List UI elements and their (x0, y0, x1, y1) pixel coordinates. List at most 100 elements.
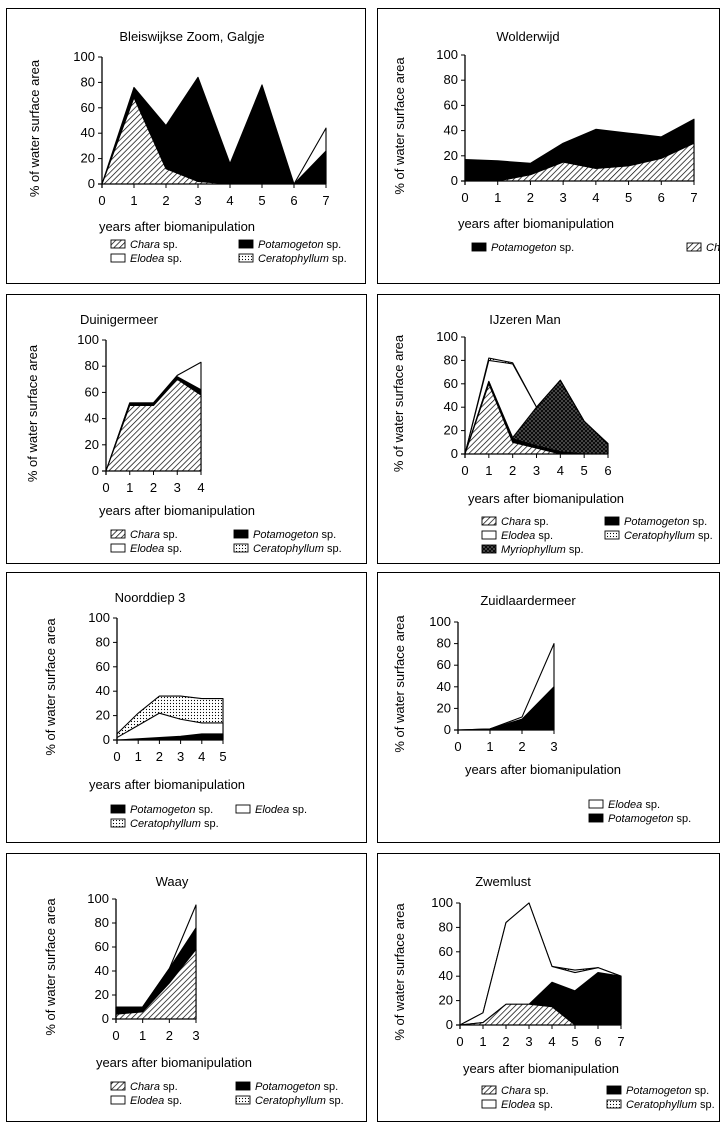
x-tick-label: 5 (571, 1034, 578, 1049)
y-tick-label: 40 (444, 399, 458, 414)
x-tick-label: 2 (150, 480, 157, 495)
x-tick-label: 6 (658, 190, 665, 205)
legend-label: Ceratophyllum sp. (258, 253, 347, 265)
x-tick-label: 4 (226, 193, 233, 208)
area-chara-sp (464, 142, 695, 182)
legend-swatch (481, 544, 497, 554)
legend-swatch (238, 253, 254, 263)
y-tick-label: 60 (81, 100, 95, 115)
y-tick-label: 0 (444, 722, 451, 737)
x-tick-label: 0 (102, 480, 109, 495)
x-tick-label: 5 (219, 749, 226, 764)
y-tick-label: 80 (85, 358, 99, 373)
legend-swatch (481, 530, 497, 540)
x-tick-label: 1 (139, 1028, 146, 1043)
y-tick-label: 80 (96, 634, 110, 649)
legend-item-potamogeton: Potamogeton sp. (471, 242, 574, 254)
y-tick-label: 100 (73, 49, 95, 64)
chart-title: Noorddiep 3 (115, 590, 186, 605)
y-tick-label: 0 (103, 732, 110, 747)
x-tick-label: 5 (625, 190, 632, 205)
y-axis-label: % of water surface area (43, 618, 58, 756)
legend-label: Chara sp. (130, 529, 178, 541)
x-tick-label: 0 (98, 193, 105, 208)
y-tick-label: 20 (439, 993, 453, 1008)
x-tick-label: 2 (509, 463, 516, 478)
y-tick-label: 60 (437, 657, 451, 672)
legend-item-potamogeton: Potamogeton sp. (604, 516, 707, 528)
legend-label: Potamogeton sp. (491, 242, 574, 254)
legend-swatch (110, 253, 126, 263)
legend-label: Chara sp. (130, 1081, 178, 1093)
legend-label: Ceratophyllum sp. (626, 1099, 715, 1111)
x-tick-label: 7 (690, 190, 697, 205)
x-tick-label: 4 (557, 463, 564, 478)
legend-swatch (110, 239, 126, 249)
y-tick-label: 100 (436, 329, 458, 344)
y-tick-label: 20 (81, 151, 95, 166)
chart-title: Zuidlaardermeer (480, 593, 576, 608)
legend-item-elodea: Elodea sp. (110, 1095, 182, 1107)
x-tick-label: 1 (135, 749, 142, 764)
chart-svg: Bleiswijkse Zoom, Galgje 0 20 40 60 80 100 0 1 2 3… (27, 29, 347, 265)
area-potamogeton-sp (116, 733, 224, 741)
y-tick-label: 60 (85, 384, 99, 399)
legend-label: Ceratophyllum sp. (253, 543, 342, 555)
x-tick-label: 1 (486, 739, 493, 754)
legend-swatch (110, 818, 126, 828)
legend-label: Ceratophyllum sp. (624, 530, 713, 542)
legend-label: Elodea sp. (501, 1099, 553, 1111)
y-tick-label: 20 (444, 423, 458, 438)
y-tick-label: 100 (77, 332, 99, 347)
legend-swatch (481, 1099, 497, 1109)
legend-swatch (606, 1085, 622, 1095)
y-tick-label: 100 (87, 891, 109, 906)
y-tick-label: 100 (431, 895, 453, 910)
legend-item-elodea: Elodea sp. (110, 253, 182, 265)
y-tick-label: 40 (444, 123, 458, 138)
y-tick-label: 20 (95, 987, 109, 1002)
x-axis-label: years after biomanipulation (458, 216, 614, 231)
x-tick-label: 2 (156, 749, 163, 764)
chart-svg: Wolderwijd 0 20 40 60 80 100 0 1 2 3 4 5 6 7 % of water… (392, 29, 719, 254)
legend-swatch (233, 543, 249, 553)
legend-item-chara: Chara sp. (110, 529, 178, 541)
y-tick-label: 40 (96, 683, 110, 698)
legend-swatch (110, 1081, 126, 1091)
legend-item-potamogeton: Potamogeton sp. (110, 804, 213, 816)
legend-label: Ceratophyllum sp. (255, 1095, 344, 1107)
legend-label: Potamogeton sp. (608, 813, 691, 825)
legend-label: Potamogeton sp. (130, 804, 213, 816)
legend-item-chara: Chara sp. (110, 239, 178, 251)
y-tick-label: 20 (444, 148, 458, 163)
y-tick-label: 40 (439, 968, 453, 983)
x-tick-label: 3 (525, 1034, 532, 1049)
legend-item-ceratophyllum: Ceratophyllum sp. (604, 530, 713, 542)
x-tick-label: 2 (518, 739, 525, 754)
x-axis-label: years after biomanipulation (96, 1055, 252, 1070)
chart-panel-waay: Waay 0 20 40 60 80 100 0 1 2 3 % of water surface a… (6, 853, 367, 1122)
legend-item-ceratophyllum: Ceratophyllum sp. (233, 543, 342, 555)
legend-label: Potamogeton sp. (255, 1081, 338, 1093)
y-tick-label: 0 (88, 176, 95, 191)
legend-item-potamogeton: Potamogeton sp. (233, 529, 336, 541)
legend-label: Elodea sp. (130, 543, 182, 555)
x-tick-label: 6 (290, 193, 297, 208)
x-tick-label: 3 (550, 739, 557, 754)
x-tick-label: 4 (592, 190, 599, 205)
x-tick-label: 3 (533, 463, 540, 478)
legend-label: Potamogeton sp. (258, 239, 341, 251)
legend-item-ceratophyllum: Ceratophyllum sp. (238, 253, 347, 265)
x-tick-label: 2 (502, 1034, 509, 1049)
y-tick-label: 0 (102, 1011, 109, 1026)
chart-panel-noorddiep-3: Noorddiep 3 0 20 40 60 80 100 0 1 2 3 4 5% of water … (6, 572, 367, 843)
legend-swatch (233, 529, 249, 539)
x-tick-label: 7 (617, 1034, 624, 1049)
legend-swatch (110, 543, 126, 553)
chart-title: Bleiswijkse Zoom, Galgje (119, 29, 264, 44)
y-axis-label: % of water surface area (25, 344, 40, 482)
legend-swatch (481, 516, 497, 526)
chart-title: Zwemlust (475, 874, 531, 889)
